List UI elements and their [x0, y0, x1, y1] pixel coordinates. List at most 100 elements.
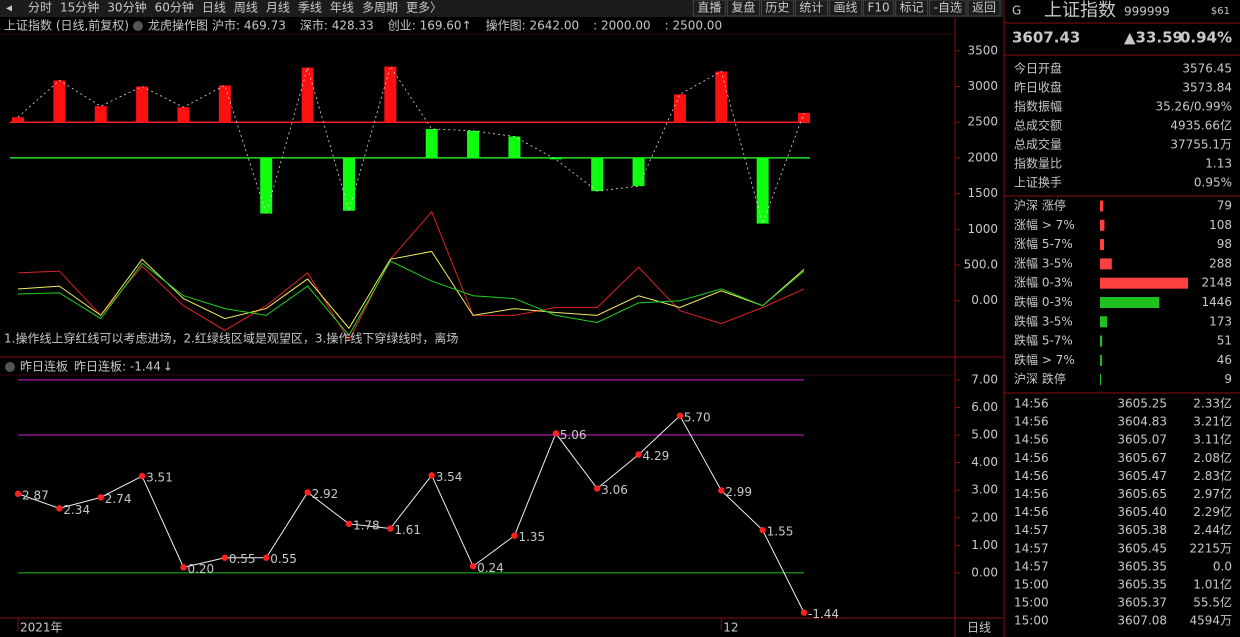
x-tick-label: 12	[723, 621, 738, 635]
breadth-label: 涨幅 3-5%	[1014, 255, 1073, 270]
y-tick-label: 0.00	[971, 565, 998, 579]
value-label: 1.78	[353, 518, 380, 532]
operation-bar	[632, 157, 645, 187]
board-point	[469, 563, 477, 570]
button-frame	[692, 0, 726, 17]
indicator-line	[17, 210, 805, 342]
tick-time: 15:00	[1014, 614, 1049, 628]
board-point	[718, 487, 725, 494]
button-frame	[726, 0, 760, 17]
y-tick-label: 3000	[967, 79, 998, 93]
value-label: 3.06	[601, 483, 628, 497]
button-frame	[794, 0, 828, 17]
y-tick-label: 1.00	[971, 538, 998, 552]
index-tag: $61	[1211, 6, 1230, 17]
nav-icon[interactable]: ◂	[6, 1, 12, 15]
toolbar-button[interactable]: 标记	[900, 1, 924, 15]
breadth-label: 涨幅 0-3%	[1014, 275, 1073, 290]
tick-time: 14:57	[1014, 559, 1049, 573]
tick-time: 15:00	[1014, 596, 1049, 610]
toolbar-button[interactable]: -自选	[934, 1, 962, 15]
breadth-count: 51	[1217, 334, 1232, 348]
legend-item: : 2000.00	[593, 19, 650, 33]
period-tab[interactable]: 15分钟	[60, 0, 99, 15]
market-marker: G	[1012, 4, 1021, 18]
operation-line	[17, 65, 805, 225]
tick-volume: 0.0	[1213, 559, 1232, 573]
breadth-bar	[1100, 297, 1160, 308]
stat-label: 总成交额	[1014, 118, 1062, 133]
toolbar-button[interactable]: F10	[867, 1, 889, 15]
tick-volume: 2215万	[1189, 541, 1232, 555]
button-frame	[895, 0, 929, 17]
value-label: -1.44	[808, 607, 839, 621]
legend-item: 创业: 169.60↑	[388, 19, 472, 33]
operation-bar	[12, 117, 24, 123]
legend-arrow: ↓	[163, 360, 173, 374]
stat-value: 35.26/0.99%	[1155, 100, 1232, 114]
operation-bar	[301, 67, 314, 123]
value-label: 1.55	[767, 525, 794, 539]
value-label: 0.24	[477, 561, 504, 575]
period-tab[interactable]: 多周期	[362, 1, 398, 15]
operation-bar	[591, 157, 604, 192]
legend-item: : 2500.00	[665, 19, 722, 33]
period-tab[interactable]: 季线	[298, 1, 322, 15]
legend-item: 沪市: 469.73	[212, 18, 286, 33]
indicator-line	[17, 250, 805, 330]
tick-volume: 1.01亿	[1193, 577, 1232, 592]
x-tick-label: 2021年	[20, 621, 63, 635]
period-tab[interactable]: 日线	[202, 1, 226, 15]
board-line	[17, 414, 805, 613]
indicator-menu[interactable]	[133, 21, 143, 31]
toolbar-button[interactable]: 历史	[765, 1, 789, 15]
button-frame	[828, 0, 862, 17]
operation-bar	[467, 130, 480, 158]
toolbar-button[interactable]: 复盘	[731, 0, 755, 15]
tick-price: 3605.07	[1117, 433, 1167, 447]
operation-bar	[177, 107, 190, 123]
period-tab[interactable]: 更多〉	[406, 1, 442, 15]
operation-bar	[798, 112, 811, 123]
value-label: 5.06	[560, 428, 587, 442]
tick-time: 14:57	[1014, 541, 1049, 555]
y-tick-label: 0.00	[971, 293, 998, 307]
pct-change: 0.94%	[1180, 29, 1232, 47]
period-tab[interactable]: 周线	[234, 1, 258, 15]
tick-volume: 2.08亿	[1193, 450, 1232, 465]
toolbar-button[interactable]: 统计	[799, 1, 823, 15]
index-code: 999999	[1124, 5, 1170, 19]
breadth-label: 跌幅 0-3%	[1014, 294, 1073, 309]
stat-value: 0.95%	[1194, 176, 1232, 190]
panel-menu[interactable]	[5, 362, 15, 372]
button-frame	[929, 0, 967, 17]
breadth-count: 108	[1209, 218, 1232, 232]
period-tab[interactable]: 月线	[266, 1, 290, 15]
toolbar-button[interactable]: 画线	[833, 1, 857, 15]
period-tab[interactable]: 60分钟	[155, 0, 194, 15]
period-tab[interactable]: 分时	[28, 1, 52, 15]
operation-bar	[549, 157, 562, 160]
value-label: 2.99	[725, 485, 752, 499]
tick-price: 3605.40	[1117, 505, 1167, 519]
breadth-count: 46	[1217, 353, 1232, 367]
toolbar	[0, 0, 1003, 17]
breadth-count: 1446	[1201, 295, 1232, 309]
toolbar-button[interactable]: 直播	[697, 1, 721, 15]
period-tab[interactable]: 30分钟	[107, 0, 146, 15]
breadth-count: 2148	[1201, 276, 1232, 290]
panel-title: 昨日连板	[20, 359, 68, 374]
tick-price: 3605.47	[1117, 469, 1167, 483]
strategy-note: 1.操作线上穿红线可以考虑进场，2.红绿线区域是观望区，3.操作线下穿绿线时，离…	[4, 331, 458, 346]
tick-price: 3604.83	[1117, 415, 1167, 429]
operation-bar	[260, 157, 273, 214]
toolbar-button[interactable]: 返回	[972, 1, 996, 15]
board-point	[511, 532, 518, 539]
period-tab[interactable]: 年线	[330, 1, 354, 15]
operation-bar	[425, 128, 438, 158]
tick-time: 14:56	[1014, 397, 1049, 411]
operation-bar	[673, 94, 686, 123]
breadth-bar	[1100, 374, 1101, 386]
y-tick-label: 7.00	[971, 372, 998, 386]
